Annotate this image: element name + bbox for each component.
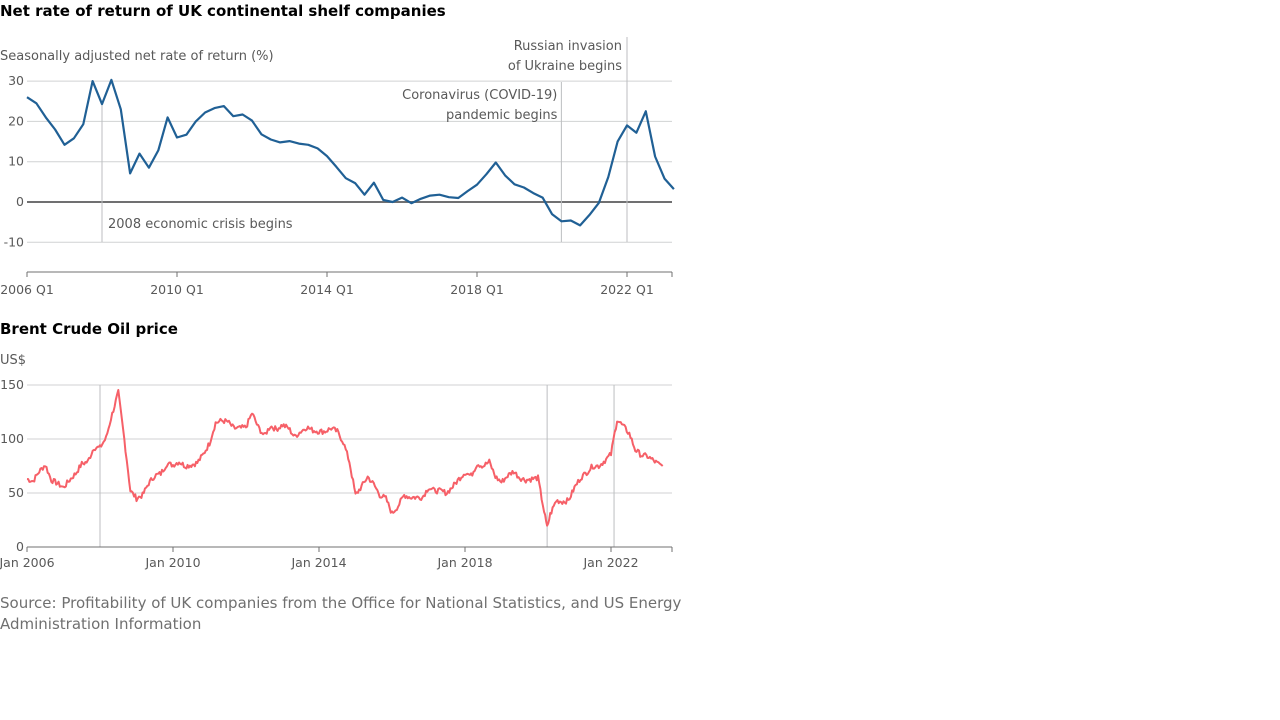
y-tick-label: 100 [0,431,24,446]
chart-title-return: Net rate of return of UK continental she… [0,2,446,20]
y-tick-label: 150 [0,377,24,392]
x-tick-label: 2010 Q1 [150,282,204,297]
x-tick-label: 2018 Q1 [450,282,504,297]
y-tick-label: 20 [8,113,24,128]
x-tick-label: 2014 Q1 [300,282,354,297]
y-tick-label: 50 [8,485,24,500]
annotation-ukraine-line1: Russian invasion [514,39,622,54]
annotation-2008-crisis: 2008 economic crisis begins [108,217,293,232]
x-tick-label: 2006 Q1 [0,282,54,297]
y-tick-label: -10 [4,234,24,249]
x-tick-label: Jan 2010 [144,555,200,570]
y-tick-label: 10 [8,154,24,169]
net-return-chart: 30 20 10 0 -10 2006 Q1 2010 Q1 2014 Q1 2018 Q1 20… [0,37,675,297]
chart-title-oil: Brent Crude Oil price [0,320,178,338]
x-tick-label: Jan 2022 [582,555,638,570]
series-line-net-return [26,78,675,227]
x-tick-label: 2022 Q1 [600,282,654,297]
x-tick-label: Jan 2006 [0,555,55,570]
x-tick-label: Jan 2014 [290,555,346,570]
x-tick-label: Jan 2018 [436,555,492,570]
annotation-covid-line2: pandemic begins [446,108,558,123]
source-note: Source: Profitability of UK companies fr… [0,594,682,633]
y-tick-label: 0 [16,194,24,209]
y-axis-label-oil: US$ [0,353,27,368]
y-axis-label-return: Seasonally adjusted net rate of return (… [0,49,274,64]
y-tick-label: 0 [16,539,24,554]
series-line-oil-price [26,389,664,527]
y-tick-label: 30 [8,73,24,88]
annotation-ukraine-line2: of Ukraine begins [508,59,622,74]
annotation-covid-line1: Coronavirus (COVID-19) [402,88,557,103]
